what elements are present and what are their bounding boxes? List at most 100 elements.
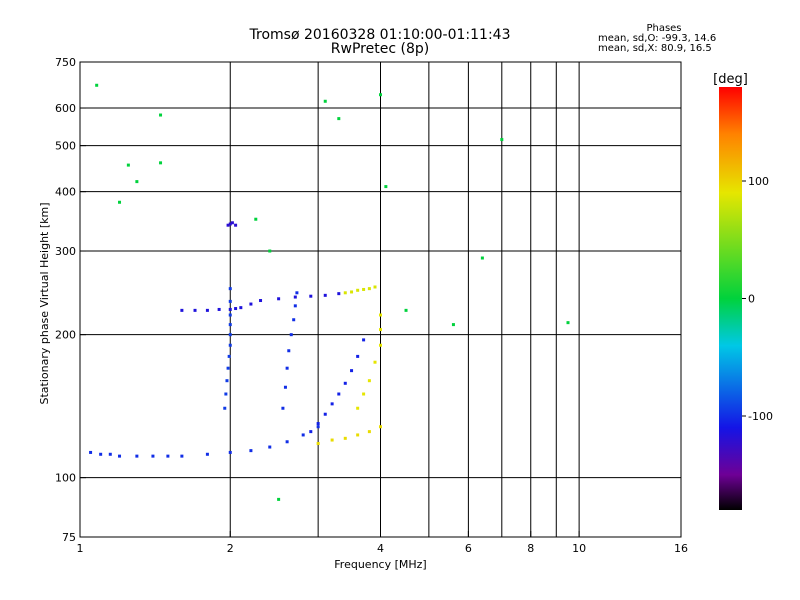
data-point xyxy=(118,200,122,204)
data-point xyxy=(99,452,103,456)
data-point xyxy=(277,497,281,501)
data-point xyxy=(289,333,293,337)
x-tick-label: 6 xyxy=(465,542,472,555)
data-point xyxy=(343,381,347,385)
data-point xyxy=(193,308,197,312)
data-point xyxy=(367,379,371,383)
colorbar-tick-label: 0 xyxy=(748,293,755,306)
data-point xyxy=(404,308,408,312)
data-point xyxy=(249,302,253,306)
data-point xyxy=(292,318,296,322)
data-point xyxy=(480,256,484,260)
data-point xyxy=(230,221,234,225)
data-point xyxy=(367,287,371,291)
data-point xyxy=(316,422,320,426)
data-point xyxy=(180,454,184,458)
y-tick-label: 75 xyxy=(62,531,76,544)
data-point xyxy=(228,333,232,337)
data-point xyxy=(180,308,184,312)
data-point xyxy=(330,438,334,442)
y-tick-label: 300 xyxy=(55,245,76,258)
data-point xyxy=(228,299,232,303)
y-tick-label: 200 xyxy=(55,329,76,342)
data-point xyxy=(108,452,112,456)
x-tick-label: 16 xyxy=(674,542,688,555)
data-point xyxy=(362,287,366,291)
data-point xyxy=(373,285,377,289)
x-tick-label: 4 xyxy=(377,542,384,555)
data-point xyxy=(224,392,228,396)
y-tick-label: 100 xyxy=(55,472,76,485)
data-point xyxy=(217,307,221,311)
data-point xyxy=(337,392,341,396)
y-tick-label: 400 xyxy=(55,186,76,199)
data-point xyxy=(205,452,209,456)
data-point xyxy=(159,113,163,117)
data-point xyxy=(285,366,289,370)
x-tick-label: 10 xyxy=(572,542,586,555)
y-tick-label: 600 xyxy=(55,102,76,115)
data-point xyxy=(350,290,354,294)
data-point xyxy=(228,307,232,311)
data-point xyxy=(118,454,122,458)
data-point xyxy=(337,117,341,121)
data-point xyxy=(151,454,155,458)
data-point xyxy=(283,385,287,389)
data-point xyxy=(223,406,227,410)
phase-stats-x: mean, sd,X: 80.9, 16.5 xyxy=(598,43,712,54)
colorbar-tick-label: 100 xyxy=(748,175,769,188)
data-point xyxy=(379,313,382,317)
data-point xyxy=(287,349,291,353)
data-point xyxy=(500,138,504,142)
data-point xyxy=(309,430,313,434)
data-point xyxy=(323,412,327,416)
data-point xyxy=(228,343,232,347)
data-point xyxy=(268,249,272,253)
data-point xyxy=(268,445,272,449)
chart-title: Tromsø 20160328 01:10:00-01:11:43 xyxy=(249,27,511,43)
data-point xyxy=(234,223,238,227)
data-point xyxy=(323,293,327,297)
colorbar-label: [deg] xyxy=(713,72,748,87)
x-tick-label: 1 xyxy=(77,542,84,555)
data-point xyxy=(249,449,253,453)
data-point xyxy=(166,454,170,458)
phase-stats-title: Phases xyxy=(646,23,682,34)
data-point xyxy=(350,369,354,373)
data-point xyxy=(277,297,281,301)
y-tick-label: 750 xyxy=(55,56,76,69)
data-point xyxy=(159,161,163,165)
colorbar xyxy=(719,87,742,510)
y-axis-label: Stationary phase Virtual Height [km] xyxy=(38,202,51,404)
colorbar-tick-label: -100 xyxy=(748,410,773,423)
data-point xyxy=(226,366,230,370)
phase-stats: Phases mean, sd,O: -99.3, 14.6 mean, sd,… xyxy=(598,24,730,54)
data-point xyxy=(379,93,382,97)
data-point xyxy=(228,287,232,291)
data-point xyxy=(379,425,382,429)
data-point xyxy=(384,185,388,189)
data-point xyxy=(135,180,139,184)
data-point xyxy=(227,354,231,358)
data-point xyxy=(343,291,347,295)
data-point xyxy=(337,292,341,296)
data-point xyxy=(309,294,313,298)
data-point xyxy=(379,343,382,347)
phase-stats-o: mean, sd,O: -99.3, 14.6 xyxy=(598,33,717,44)
data-point xyxy=(228,313,232,317)
data-point xyxy=(89,450,93,454)
y-tick-label: 500 xyxy=(55,140,76,153)
data-point xyxy=(239,306,243,310)
chart-subtitle: RwPretec (8p) xyxy=(330,41,430,57)
data-point xyxy=(226,223,230,227)
data-point xyxy=(228,450,232,454)
data-point xyxy=(451,323,455,327)
data-point xyxy=(281,406,285,410)
data-point xyxy=(362,338,366,342)
data-point xyxy=(228,323,232,327)
data-point xyxy=(301,433,305,437)
x-tick-label: 8 xyxy=(527,542,534,555)
data-point xyxy=(316,425,320,429)
data-point xyxy=(293,304,297,308)
